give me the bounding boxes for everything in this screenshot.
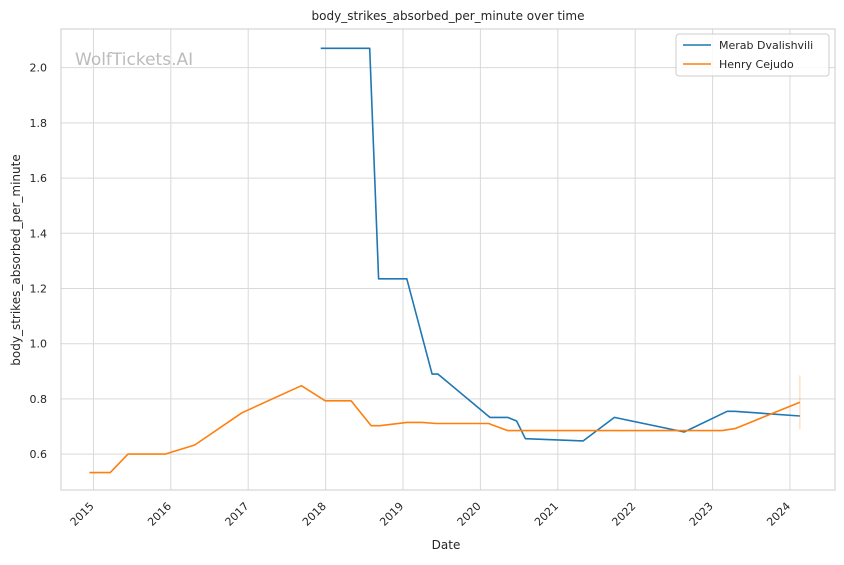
y-tick-label: 1.8 bbox=[30, 117, 48, 130]
legend-label-merab-dvalishvili: Merab Dvalishvili bbox=[719, 39, 813, 52]
y-tick-label: 0.8 bbox=[30, 393, 48, 406]
y-tick-label: 1.4 bbox=[30, 227, 48, 240]
y-tick-label: 1.2 bbox=[30, 282, 48, 295]
plot-area bbox=[61, 29, 835, 490]
y-tick-label: 1.6 bbox=[30, 172, 48, 185]
y-axis-label: body_strikes_absorbed_per_minute bbox=[9, 154, 23, 365]
y-tick-label: 1.0 bbox=[30, 338, 48, 351]
grid bbox=[61, 29, 835, 490]
y-tick-label: 2.0 bbox=[30, 62, 48, 75]
plot-frame bbox=[60, 28, 836, 491]
series-line-henry-cejudo bbox=[89, 384, 801, 474]
legend-label-henry-cejudo: Henry Cejudo bbox=[719, 58, 794, 71]
series-layer bbox=[89, 47, 801, 474]
x-axis-label: Date bbox=[432, 538, 461, 552]
chart-title: body_strikes_absorbed_per_minute over ti… bbox=[312, 9, 585, 23]
watermark: WolfTickets.AI bbox=[75, 50, 193, 70]
legend-box bbox=[675, 33, 830, 77]
y-tick-label: 0.6 bbox=[30, 448, 48, 461]
legend: Merab Dvalishvili Henry Cejudo bbox=[675, 33, 830, 77]
series-line-merab-dvalishvili bbox=[320, 47, 800, 442]
